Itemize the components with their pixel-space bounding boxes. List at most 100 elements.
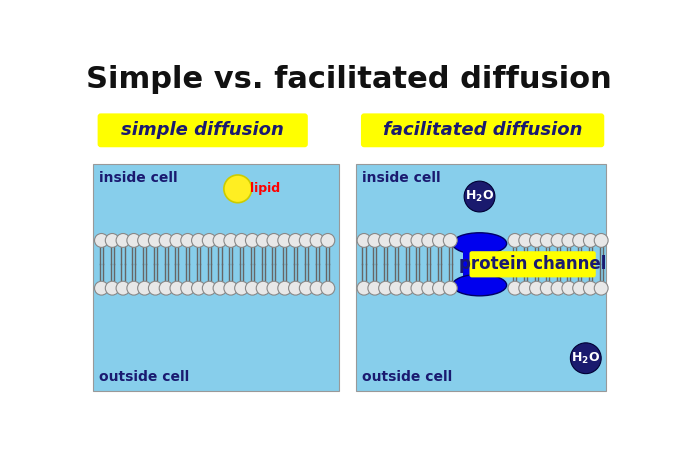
- Circle shape: [562, 281, 575, 295]
- FancyBboxPatch shape: [355, 164, 606, 392]
- Circle shape: [202, 281, 216, 295]
- Circle shape: [562, 234, 575, 247]
- Circle shape: [432, 281, 447, 295]
- FancyBboxPatch shape: [97, 113, 308, 147]
- Circle shape: [519, 234, 533, 247]
- Circle shape: [508, 234, 522, 247]
- Circle shape: [224, 234, 238, 247]
- Circle shape: [571, 343, 601, 374]
- Circle shape: [390, 234, 403, 247]
- Circle shape: [368, 281, 382, 295]
- Circle shape: [267, 281, 281, 295]
- Circle shape: [310, 234, 324, 247]
- Circle shape: [267, 234, 281, 247]
- Circle shape: [432, 234, 447, 247]
- Circle shape: [224, 281, 238, 295]
- Circle shape: [289, 281, 302, 295]
- Circle shape: [551, 234, 565, 247]
- Circle shape: [256, 234, 270, 247]
- Circle shape: [595, 281, 608, 295]
- Circle shape: [116, 281, 130, 295]
- Circle shape: [508, 281, 522, 295]
- Circle shape: [95, 281, 108, 295]
- Circle shape: [289, 234, 302, 247]
- Text: inside cell: inside cell: [362, 171, 441, 185]
- Circle shape: [443, 234, 457, 247]
- Text: facilitated diffusion: facilitated diffusion: [383, 121, 582, 139]
- Circle shape: [106, 234, 119, 247]
- Circle shape: [159, 281, 173, 295]
- Circle shape: [321, 234, 335, 247]
- Text: inside cell: inside cell: [99, 171, 178, 185]
- Circle shape: [310, 281, 324, 295]
- Text: Simple vs. facilitated diffusion: Simple vs. facilitated diffusion: [86, 65, 612, 94]
- Circle shape: [530, 234, 543, 247]
- Circle shape: [245, 234, 259, 247]
- Circle shape: [170, 234, 184, 247]
- Circle shape: [180, 281, 195, 295]
- Ellipse shape: [452, 233, 507, 254]
- Text: outside cell: outside cell: [99, 370, 189, 384]
- Circle shape: [573, 281, 586, 295]
- Circle shape: [170, 281, 184, 295]
- Circle shape: [180, 234, 195, 247]
- Circle shape: [278, 281, 291, 295]
- Circle shape: [540, 234, 554, 247]
- Circle shape: [278, 234, 291, 247]
- Circle shape: [422, 281, 436, 295]
- Circle shape: [464, 181, 495, 212]
- Text: $\mathbf{H_2O}$: $\mathbf{H_2O}$: [571, 351, 600, 366]
- Circle shape: [379, 234, 392, 247]
- Circle shape: [213, 234, 227, 247]
- Text: outside cell: outside cell: [362, 370, 452, 384]
- Circle shape: [400, 281, 414, 295]
- Circle shape: [148, 281, 162, 295]
- Circle shape: [224, 175, 251, 203]
- Text: $\mathbf{H_2O}$: $\mathbf{H_2O}$: [465, 189, 494, 204]
- Circle shape: [213, 281, 227, 295]
- Circle shape: [148, 234, 162, 247]
- Circle shape: [191, 234, 206, 247]
- Circle shape: [235, 281, 249, 295]
- FancyBboxPatch shape: [462, 243, 496, 285]
- Circle shape: [411, 234, 425, 247]
- FancyBboxPatch shape: [469, 251, 596, 277]
- Text: simple diffusion: simple diffusion: [121, 121, 284, 139]
- Circle shape: [106, 281, 119, 295]
- Circle shape: [411, 281, 425, 295]
- Circle shape: [300, 234, 313, 247]
- Circle shape: [422, 234, 436, 247]
- Circle shape: [300, 281, 313, 295]
- FancyBboxPatch shape: [361, 113, 604, 147]
- Circle shape: [390, 281, 403, 295]
- Circle shape: [256, 281, 270, 295]
- Text: lipid: lipid: [250, 182, 280, 196]
- Circle shape: [127, 281, 141, 295]
- Circle shape: [159, 234, 173, 247]
- Circle shape: [138, 281, 151, 295]
- Text: protein channel: protein channel: [459, 255, 606, 273]
- Circle shape: [127, 234, 141, 247]
- Circle shape: [443, 281, 457, 295]
- Circle shape: [584, 281, 597, 295]
- Ellipse shape: [452, 274, 507, 296]
- Circle shape: [235, 234, 249, 247]
- Circle shape: [191, 281, 206, 295]
- Circle shape: [368, 234, 382, 247]
- FancyBboxPatch shape: [93, 164, 339, 392]
- Circle shape: [321, 281, 335, 295]
- Circle shape: [400, 234, 414, 247]
- Circle shape: [357, 234, 371, 247]
- Circle shape: [595, 234, 608, 247]
- Circle shape: [379, 281, 392, 295]
- Circle shape: [202, 234, 216, 247]
- Circle shape: [584, 234, 597, 247]
- Circle shape: [116, 234, 130, 247]
- Circle shape: [95, 234, 108, 247]
- Circle shape: [540, 281, 554, 295]
- Circle shape: [519, 281, 533, 295]
- Circle shape: [573, 234, 586, 247]
- Circle shape: [245, 281, 259, 295]
- Circle shape: [138, 234, 151, 247]
- Circle shape: [551, 281, 565, 295]
